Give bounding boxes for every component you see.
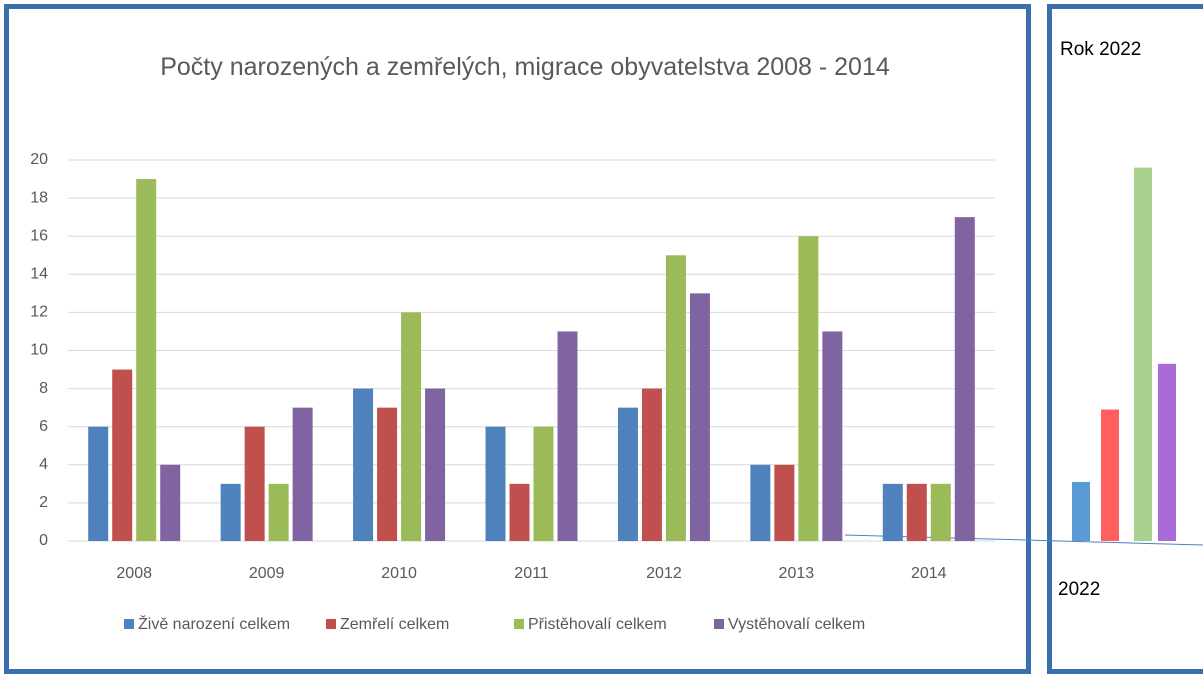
x-tick-label: 2022	[1058, 579, 1100, 600]
bar	[244, 426, 265, 541]
y-tick-label: 16	[30, 227, 48, 244]
x-tick-label: 2009	[249, 565, 285, 582]
bar	[641, 388, 662, 541]
bar	[268, 483, 289, 541]
x-tick-label: 2013	[779, 565, 815, 582]
bar	[689, 293, 710, 541]
bar	[136, 179, 157, 542]
bar	[353, 388, 374, 541]
bar	[930, 483, 951, 541]
legend-swatch	[124, 619, 134, 629]
y-tick-label: 12	[30, 304, 48, 321]
x-tick-label: 2011	[514, 565, 549, 582]
y-tick-label: 4	[39, 456, 48, 473]
chart-panel	[1047, 4, 1203, 674]
bar	[774, 464, 795, 541]
chart-panel	[4, 4, 1031, 674]
x-tick-label: 2010	[381, 565, 417, 582]
connector-line	[844, 534, 1203, 546]
bar	[509, 483, 530, 541]
bar	[401, 312, 422, 541]
legend-label: Živě narození celkem	[138, 614, 290, 633]
bar	[822, 331, 843, 541]
bar	[377, 407, 398, 541]
bar	[160, 464, 181, 541]
bar	[954, 217, 975, 541]
bar	[1134, 167, 1152, 541]
bar	[798, 236, 819, 541]
x-tick-label: 2012	[646, 565, 682, 582]
y-tick-label: 20	[30, 151, 48, 168]
y-tick-label: 14	[30, 266, 48, 283]
bar	[112, 369, 133, 541]
legend-label: Vystěhovalí celkem	[728, 616, 865, 633]
y-tick-label: 10	[30, 342, 48, 359]
bar	[88, 426, 109, 541]
bar	[906, 483, 927, 541]
bar	[533, 426, 554, 541]
legend-swatch	[326, 619, 336, 629]
bar	[1158, 363, 1176, 541]
y-tick-label: 6	[39, 418, 48, 435]
y-tick-label: 18	[30, 189, 48, 206]
x-tick-label: 2008	[116, 565, 152, 582]
bar	[425, 388, 446, 541]
chart-title: Rok 2022	[1060, 39, 1141, 60]
legend-label: Přistěhovalí celkem	[528, 616, 667, 633]
x-tick-label: 2014	[911, 565, 947, 582]
chart-title: Počty narozených a zemřelých, migrace ob…	[160, 53, 890, 81]
y-tick-label: 0	[39, 532, 48, 549]
legend-swatch	[714, 619, 724, 629]
bar	[292, 407, 313, 541]
bar	[557, 331, 578, 541]
bar	[1072, 481, 1090, 541]
bar	[617, 407, 638, 541]
legend-swatch	[514, 619, 524, 629]
bar	[750, 464, 771, 541]
y-tick-label: 2	[39, 494, 48, 511]
bar	[1101, 409, 1119, 541]
bar	[665, 255, 686, 541]
bar	[882, 483, 903, 541]
bar	[220, 483, 241, 541]
bar	[485, 426, 506, 541]
y-tick-label: 8	[39, 380, 48, 397]
legend-label: Zemřelí celkem	[340, 616, 449, 633]
